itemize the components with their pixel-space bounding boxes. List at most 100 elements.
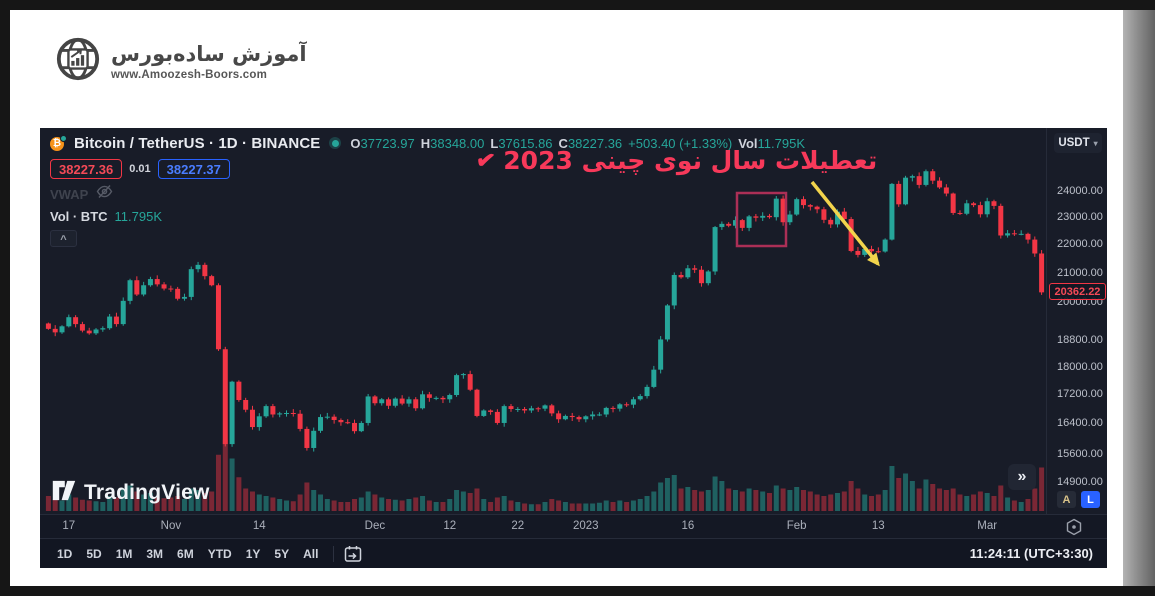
candle-body xyxy=(202,264,208,277)
annotation-label: ✔ تعطیلات سال نوی چینی 2023 xyxy=(474,146,877,175)
legend-collapse-button[interactable]: ^ xyxy=(50,230,77,247)
range-button-1y[interactable]: 1Y xyxy=(245,546,261,561)
candle-body xyxy=(215,285,221,350)
volume-bar xyxy=(73,497,79,511)
range-button-6m[interactable]: 6M xyxy=(177,546,194,561)
volume-bar xyxy=(243,488,249,511)
candle-body xyxy=(678,274,684,278)
volume-bar xyxy=(576,503,582,511)
price-tick: 21000.00 xyxy=(1057,266,1103,279)
volume-bar xyxy=(603,500,609,511)
bottom-toolbar: 1D 5D 1M 3M 6M YTD 1Y 5Y All 11:24:11 (UTC+3:30) xyxy=(40,538,1107,568)
candle-body xyxy=(726,223,732,226)
volume-bar xyxy=(610,502,616,511)
volume-bar xyxy=(705,490,711,511)
candle-body xyxy=(828,219,834,225)
candle-body xyxy=(249,409,255,428)
toolbar-divider xyxy=(333,545,335,562)
volume-bar xyxy=(284,500,289,511)
range-button-ytd[interactable]: YTD xyxy=(207,546,232,561)
chart-legend: ₿ Bitcoin / TetherUS · 1D · BINANCE O377… xyxy=(50,134,805,247)
volume-bar xyxy=(467,493,473,511)
volume-bar xyxy=(127,485,133,511)
volume-bar xyxy=(977,491,983,511)
price-tick: 23000.00 xyxy=(1057,211,1103,223)
range-button-3m[interactable]: 3M xyxy=(146,546,164,561)
trend-arrow[interactable] xyxy=(810,180,880,266)
candle-body xyxy=(147,279,153,286)
candle-body xyxy=(617,404,623,409)
volume-bar xyxy=(1011,500,1017,511)
volume-bar xyxy=(923,479,929,511)
tradingview-watermark: TradingView xyxy=(52,480,210,506)
price-tick: 22000.00 xyxy=(1057,238,1103,251)
price-scale[interactable]: USDT ▾ 24000.00 23000.00 22000.00 21000.00 2… xyxy=(1046,128,1107,514)
candle-body xyxy=(848,219,854,251)
candle-body xyxy=(494,411,500,423)
volume-bar xyxy=(916,488,922,511)
candle-body xyxy=(460,374,466,376)
time-axis[interactable]: 17 Nov 14 Dec 12 22 2023 16 Feb 13 Mar xyxy=(40,514,1107,538)
volume-bar xyxy=(379,497,385,511)
candle-body xyxy=(358,422,364,432)
volume-bar xyxy=(692,490,698,511)
time-axis-label: 14 xyxy=(252,520,266,532)
volume-bar xyxy=(732,490,738,511)
candle-body xyxy=(86,330,92,334)
go-to-date-button[interactable] xyxy=(342,543,364,565)
price-tick: 18800.00 xyxy=(1057,334,1103,347)
currency-selector[interactable]: USDT ▾ xyxy=(1054,133,1102,153)
candle-body xyxy=(835,211,841,225)
tradingview-logo-icon xyxy=(52,480,76,506)
candle-body xyxy=(821,209,827,220)
auto-scale-button[interactable]: A xyxy=(1057,491,1076,508)
volume-bar xyxy=(1032,488,1038,511)
volume-bar xyxy=(209,491,215,511)
volume-bar xyxy=(1018,502,1024,511)
volume-bar xyxy=(386,499,392,511)
candle-body xyxy=(1018,233,1024,235)
volume-bar xyxy=(617,500,623,511)
volume-bar xyxy=(52,499,58,511)
volume-bar xyxy=(896,478,902,511)
volume-bar xyxy=(372,494,378,511)
clock-timezone[interactable]: 11:24:11 (UTC+3:30) xyxy=(969,546,1093,561)
candle-body xyxy=(814,206,820,210)
candle-body xyxy=(277,413,283,415)
volume-value: 11.795K xyxy=(757,135,805,151)
volume-bar xyxy=(957,494,963,511)
chart-plot-area[interactable]: ✔ تعطیلات سال نوی چینی 2023 TradingView … xyxy=(40,128,1046,514)
gear-icon[interactable] xyxy=(1065,518,1083,536)
candle-body xyxy=(753,216,759,218)
candle-body xyxy=(630,399,636,405)
volume-bar xyxy=(365,491,371,511)
volume-bar xyxy=(161,498,167,511)
volume-bar xyxy=(562,502,568,511)
volume-bar xyxy=(971,494,977,511)
buy-price-button[interactable]: 38227.37 xyxy=(157,159,230,179)
volume-bar xyxy=(406,499,412,511)
range-button-5d[interactable]: 5D xyxy=(86,546,102,561)
symbol-title[interactable]: Bitcoin / TetherUS · 1D · BINANCE xyxy=(74,134,321,152)
arrow-head xyxy=(867,252,880,267)
volume-bar xyxy=(324,499,330,511)
volume-bar xyxy=(746,488,752,511)
volume-bar xyxy=(454,490,460,511)
range-button-all[interactable]: All xyxy=(303,546,319,561)
high-label: H xyxy=(420,135,431,151)
range-button-1m[interactable]: 1M xyxy=(115,546,133,561)
volume-bar xyxy=(358,497,364,511)
go-to-latest-button[interactable]: » xyxy=(1008,464,1036,490)
eye-slash-icon[interactable] xyxy=(96,184,113,204)
log-scale-button[interactable]: L xyxy=(1081,491,1100,508)
range-button-1d[interactable]: 1D xyxy=(57,546,73,561)
range-button-5y[interactable]: 5Y xyxy=(274,546,290,561)
candle-body xyxy=(1011,233,1017,235)
sell-price-button[interactable]: 38227.36 xyxy=(50,159,123,179)
volume-bar xyxy=(835,493,841,511)
candle-body xyxy=(882,239,888,252)
highlight-box[interactable] xyxy=(735,191,788,248)
volume-bar xyxy=(719,481,725,511)
change-value: +503.40 (+1.33%) xyxy=(628,135,733,151)
logo-title: آموزش ساده‌بورس xyxy=(111,42,307,67)
